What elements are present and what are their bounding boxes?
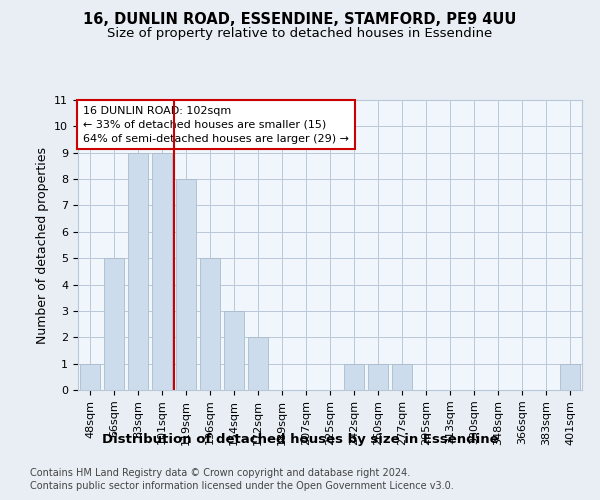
Bar: [368, 364, 388, 390]
Text: Distribution of detached houses by size in Essendine: Distribution of detached houses by size …: [101, 432, 499, 446]
Bar: [224, 311, 244, 390]
Bar: [248, 338, 268, 390]
Bar: [344, 364, 364, 390]
Text: Size of property relative to detached houses in Essendine: Size of property relative to detached ho…: [107, 28, 493, 40]
Bar: [80, 364, 100, 390]
Text: 16 DUNLIN ROAD: 102sqm
← 33% of detached houses are smaller (15)
64% of semi-det: 16 DUNLIN ROAD: 102sqm ← 33% of detached…: [83, 106, 349, 144]
Bar: [152, 152, 172, 390]
Bar: [176, 179, 196, 390]
Bar: [560, 364, 580, 390]
Bar: [200, 258, 220, 390]
Bar: [104, 258, 124, 390]
Text: 16, DUNLIN ROAD, ESSENDINE, STAMFORD, PE9 4UU: 16, DUNLIN ROAD, ESSENDINE, STAMFORD, PE…: [83, 12, 517, 28]
Y-axis label: Number of detached properties: Number of detached properties: [36, 146, 49, 344]
Text: Contains HM Land Registry data © Crown copyright and database right 2024.: Contains HM Land Registry data © Crown c…: [30, 468, 410, 477]
Bar: [392, 364, 412, 390]
Bar: [128, 152, 148, 390]
Text: Contains public sector information licensed under the Open Government Licence v3: Contains public sector information licen…: [30, 481, 454, 491]
